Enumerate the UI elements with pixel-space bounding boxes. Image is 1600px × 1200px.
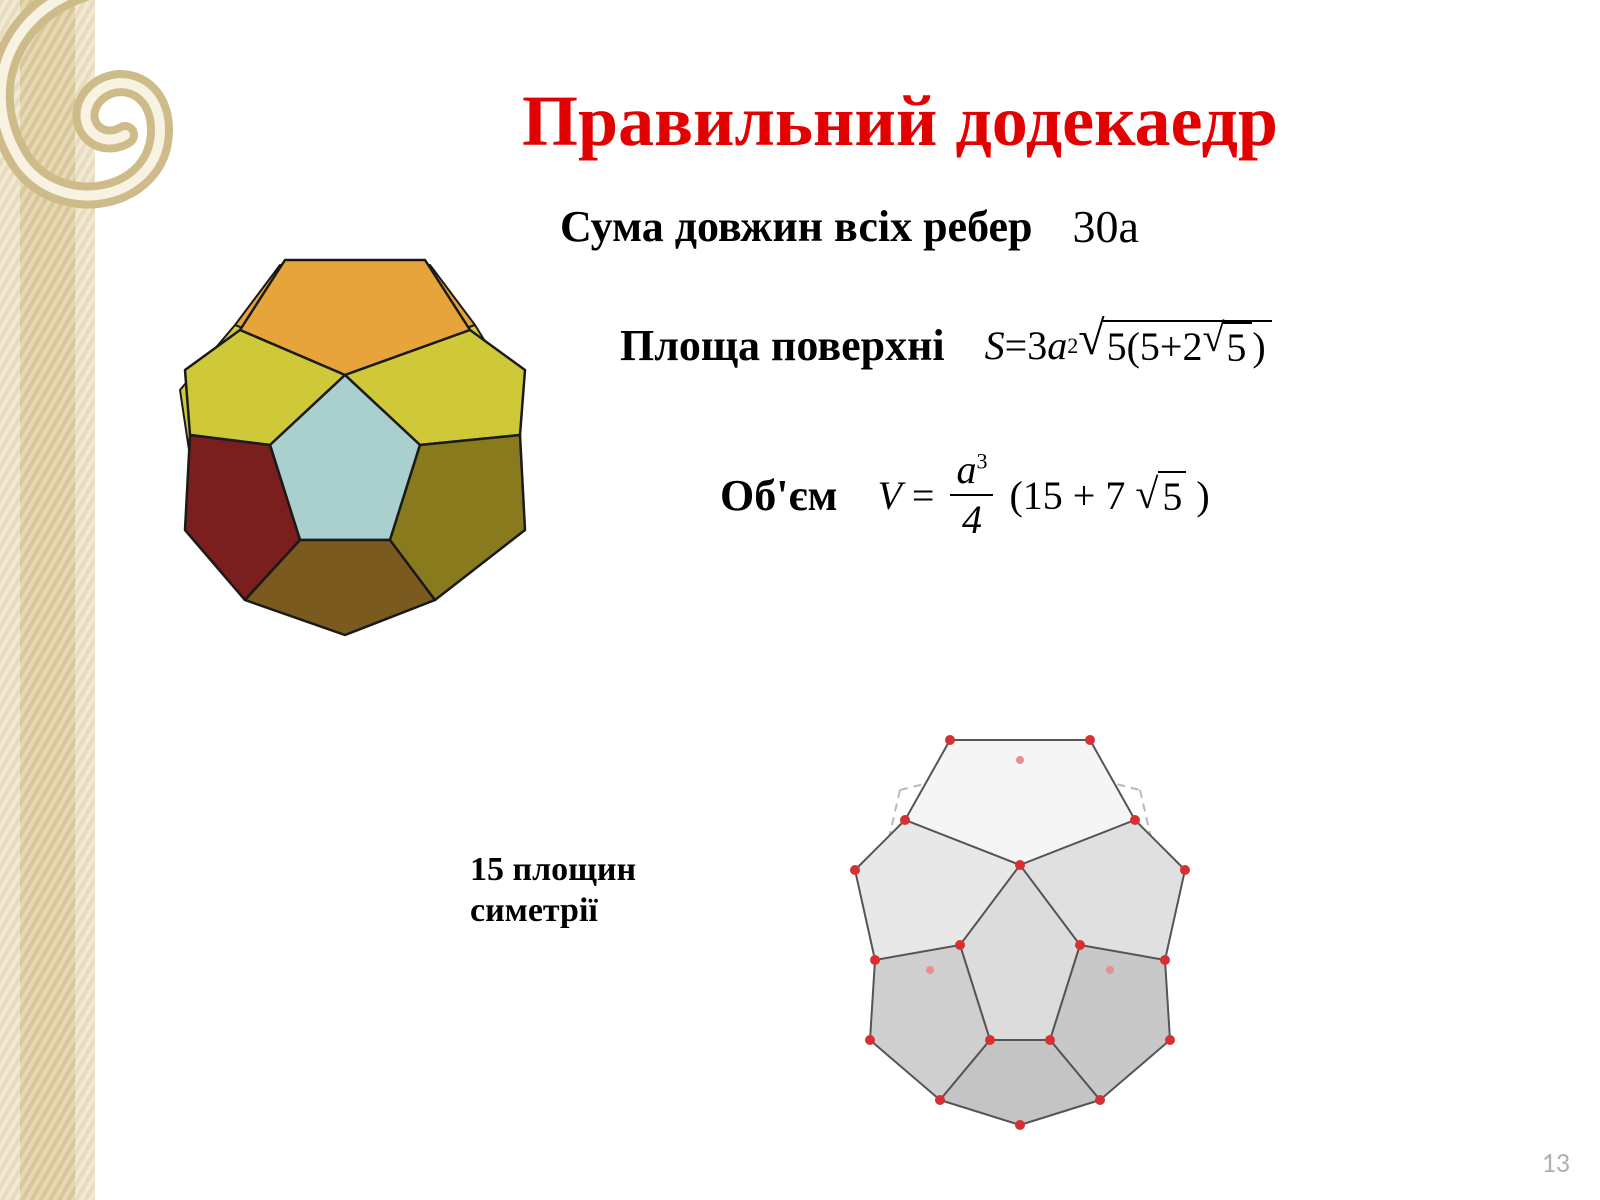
dodecahedron-wireframe	[780, 670, 1260, 1150]
dodecahedron-colored	[135, 230, 555, 650]
slide-left-strip-inner	[20, 0, 75, 1200]
formula-volume: V = a3 4 (15 + 7 √ 5 )	[877, 450, 1209, 540]
label-volume: Об'єм	[720, 470, 837, 521]
page-number: 13	[1542, 1145, 1570, 1180]
outer-radical: √ 5(5+2 √ 5 )	[1078, 320, 1272, 371]
fraction: a3 4	[950, 450, 993, 540]
slide-title: Правильний додекаедр	[300, 80, 1500, 163]
label-surface: Площа поверхні	[620, 320, 945, 371]
formula-edges: 30a	[1073, 200, 1139, 253]
slide-left-strip	[0, 0, 95, 1200]
inner-radical: √ 5	[1202, 322, 1252, 371]
symmetry-label: 15 площин симетрії	[470, 850, 730, 932]
row-surface: Площа поверхні S = 3 a2 √ 5(5+2 √ 5 )	[620, 320, 1272, 371]
row-edges: Сума довжин всіх ребер 30a	[560, 200, 1139, 253]
row-volume: Об'єм V = a3 4 (15 + 7 √ 5 )	[720, 450, 1210, 540]
label-edges: Сума довжин всіх ребер	[560, 201, 1033, 252]
volume-radical: √ 5	[1135, 471, 1186, 520]
formula-surface: S = 3 a2 √ 5(5+2 √ 5 )	[985, 320, 1272, 371]
